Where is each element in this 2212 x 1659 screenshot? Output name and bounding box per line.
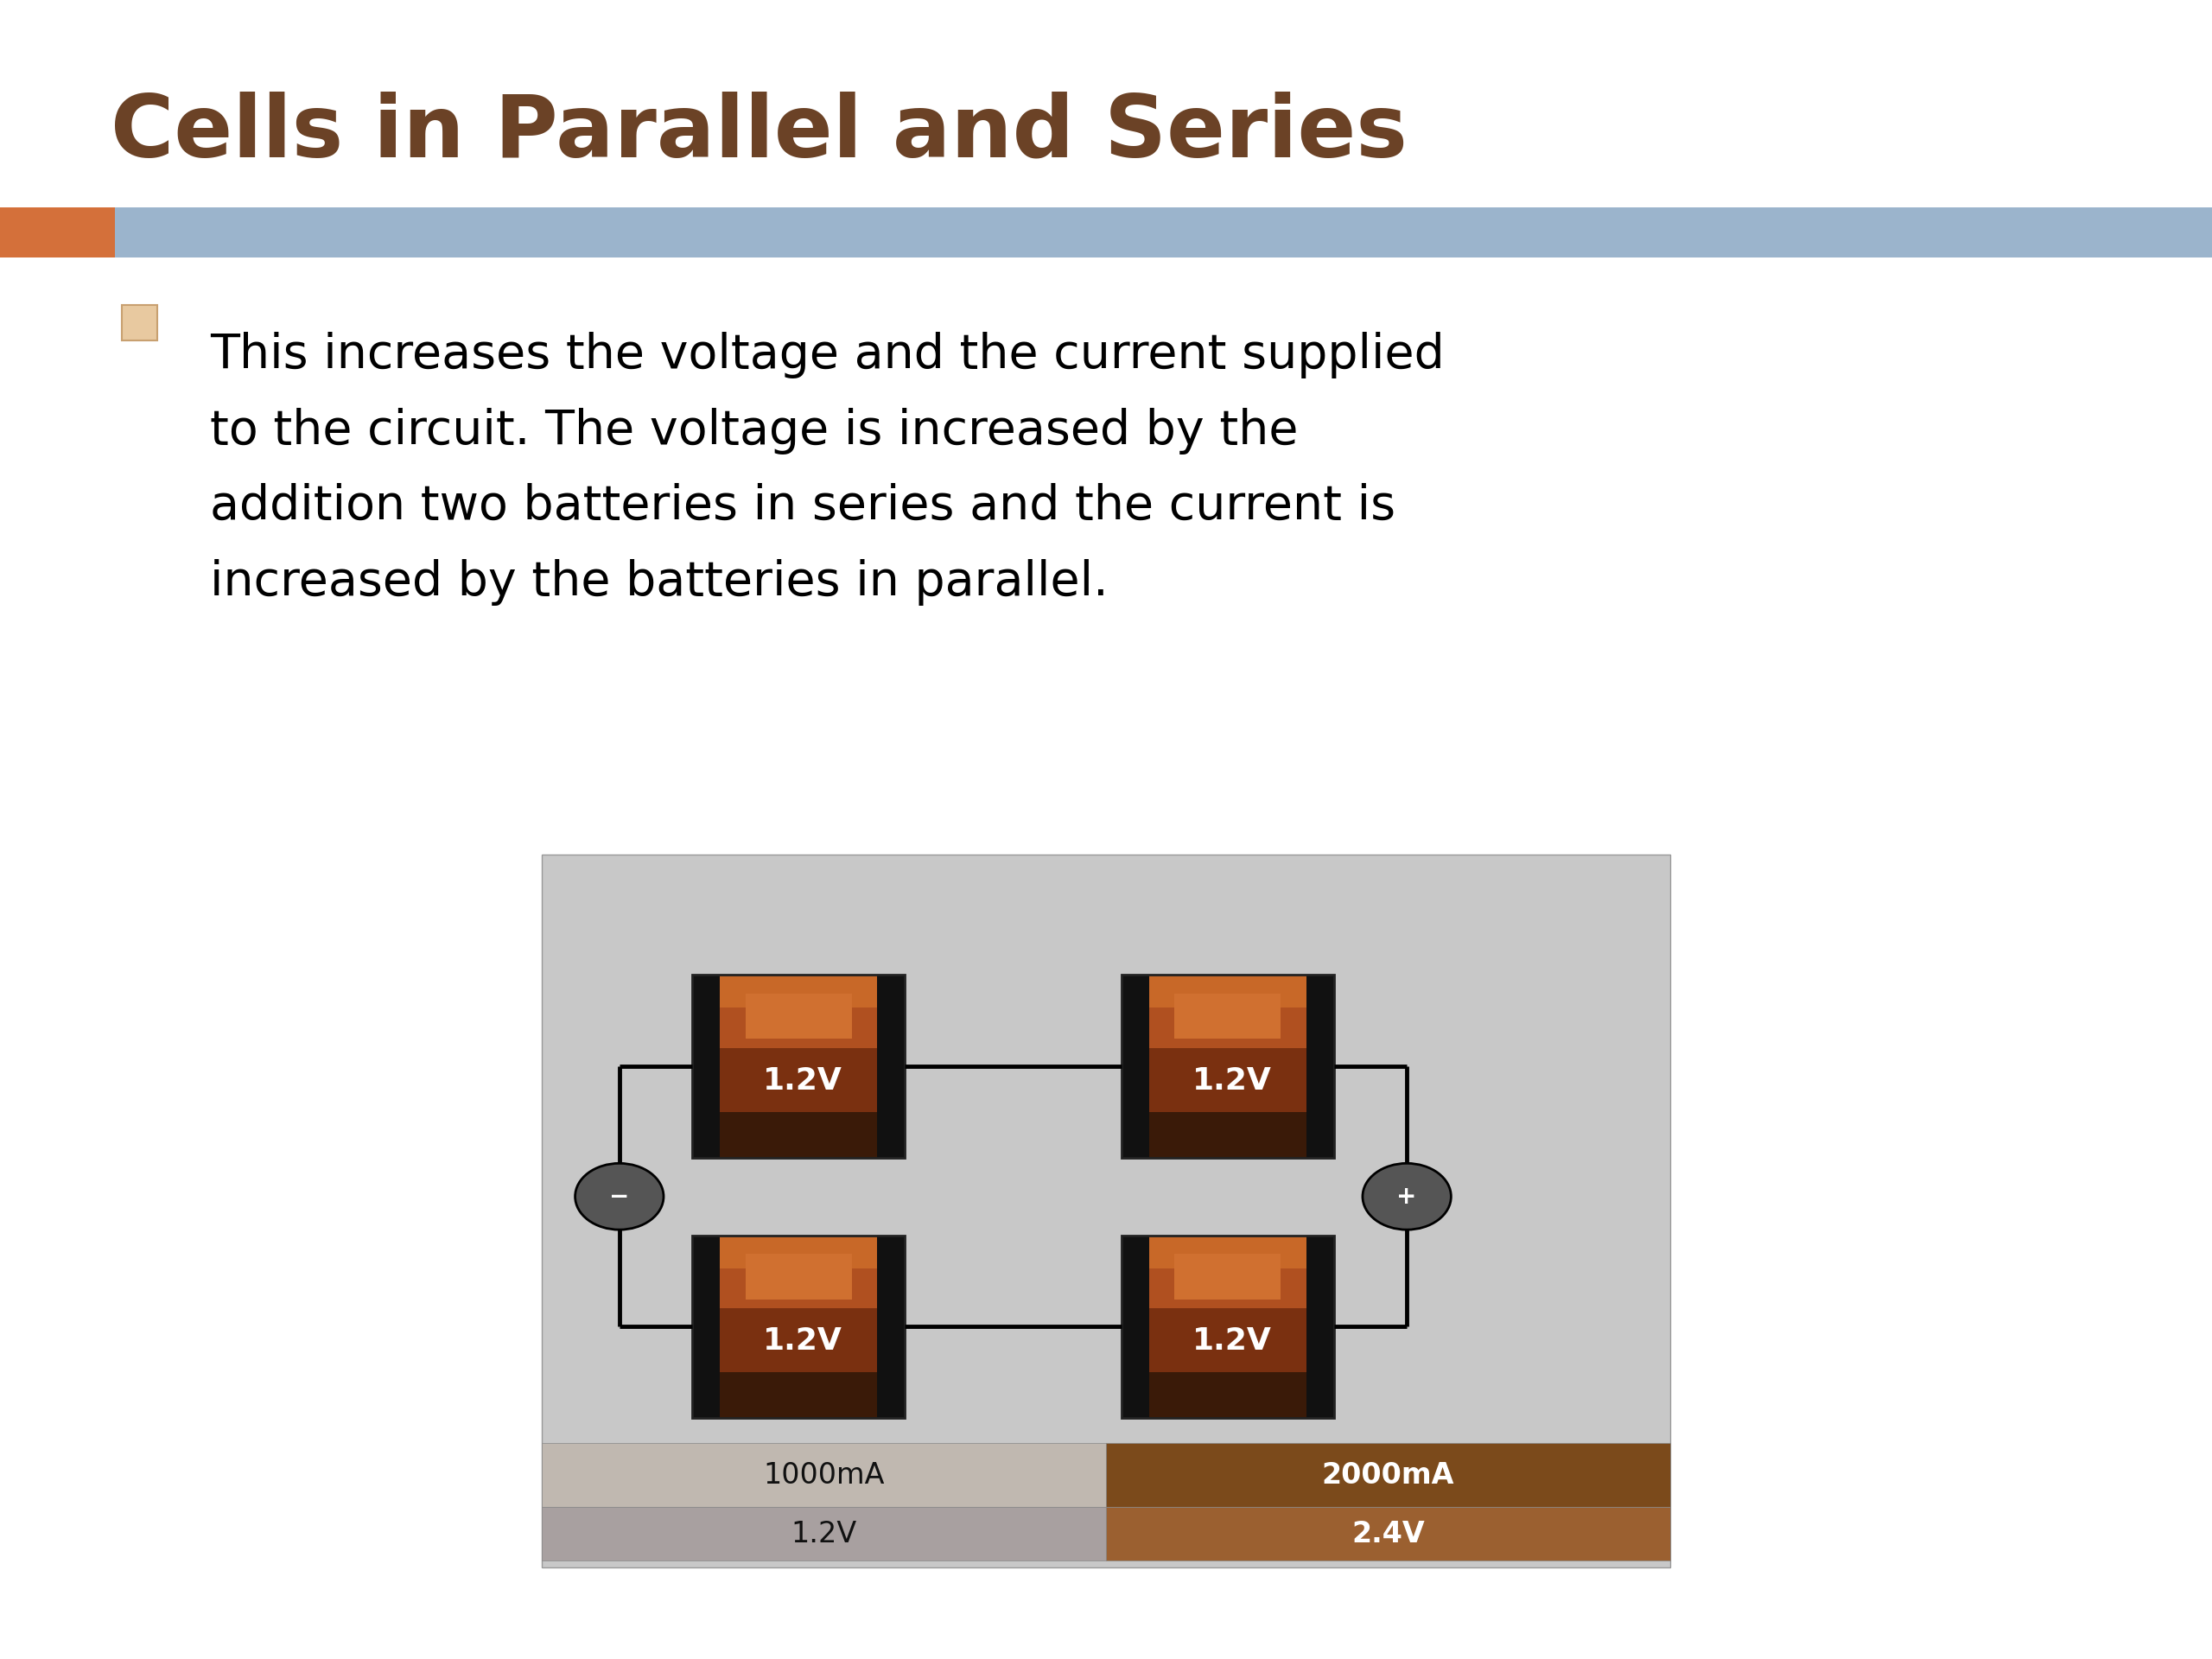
- Bar: [1148, 1236, 1307, 1267]
- Bar: [745, 1254, 852, 1299]
- Bar: [1121, 1236, 1148, 1418]
- Bar: [719, 1009, 878, 1048]
- Bar: [1148, 1372, 1307, 1418]
- Bar: [115, 207, 2212, 257]
- Bar: [719, 1048, 878, 1112]
- Bar: [1148, 1048, 1307, 1112]
- Bar: [1175, 1254, 1281, 1299]
- Bar: [878, 975, 905, 1158]
- Bar: [1307, 975, 1334, 1158]
- Bar: [692, 1236, 719, 1418]
- Bar: [1106, 1443, 1670, 1506]
- Bar: [1148, 975, 1307, 1009]
- Text: This increases the voltage and the current supplied
to the circuit. The voltage : This increases the voltage and the curre…: [210, 332, 1444, 606]
- Bar: [719, 1236, 878, 1267]
- Bar: [719, 1112, 878, 1158]
- Bar: [1175, 994, 1281, 1039]
- Bar: [1121, 975, 1148, 1158]
- Text: 1.2V: 1.2V: [763, 1327, 843, 1355]
- Bar: [719, 975, 878, 1009]
- Bar: [1307, 1236, 1334, 1418]
- Bar: [542, 854, 1670, 1568]
- Bar: [1121, 1236, 1334, 1418]
- Circle shape: [575, 1163, 664, 1229]
- Text: 1.2V: 1.2V: [1192, 1327, 1272, 1355]
- Bar: [692, 975, 719, 1158]
- Bar: [719, 1372, 878, 1418]
- Bar: [542, 1443, 1106, 1506]
- Circle shape: [1363, 1163, 1451, 1229]
- Text: 1.2V: 1.2V: [1192, 1067, 1272, 1095]
- Bar: [692, 1236, 905, 1418]
- Text: Cells in Parallel and Series: Cells in Parallel and Series: [111, 91, 1407, 176]
- Bar: [878, 1236, 905, 1418]
- Text: 1.2V: 1.2V: [763, 1067, 843, 1095]
- Text: +: +: [1396, 1185, 1418, 1209]
- Bar: [0, 207, 115, 257]
- Text: 1000mA: 1000mA: [763, 1462, 885, 1490]
- Bar: [1148, 1309, 1307, 1372]
- Bar: [719, 1267, 878, 1309]
- Text: −: −: [608, 1185, 630, 1209]
- Text: 1.2V: 1.2V: [792, 1520, 856, 1548]
- Bar: [1106, 1506, 1670, 1561]
- Text: 2000mA: 2000mA: [1323, 1462, 1453, 1490]
- Bar: [719, 1309, 878, 1372]
- Bar: [745, 994, 852, 1039]
- Bar: [692, 975, 905, 1158]
- Bar: [1148, 1267, 1307, 1309]
- Bar: [1148, 1009, 1307, 1048]
- Bar: [122, 305, 157, 340]
- Text: 2.4V: 2.4V: [1352, 1520, 1425, 1548]
- Bar: [542, 1506, 1106, 1561]
- Bar: [1121, 975, 1334, 1158]
- Bar: [1148, 1112, 1307, 1158]
